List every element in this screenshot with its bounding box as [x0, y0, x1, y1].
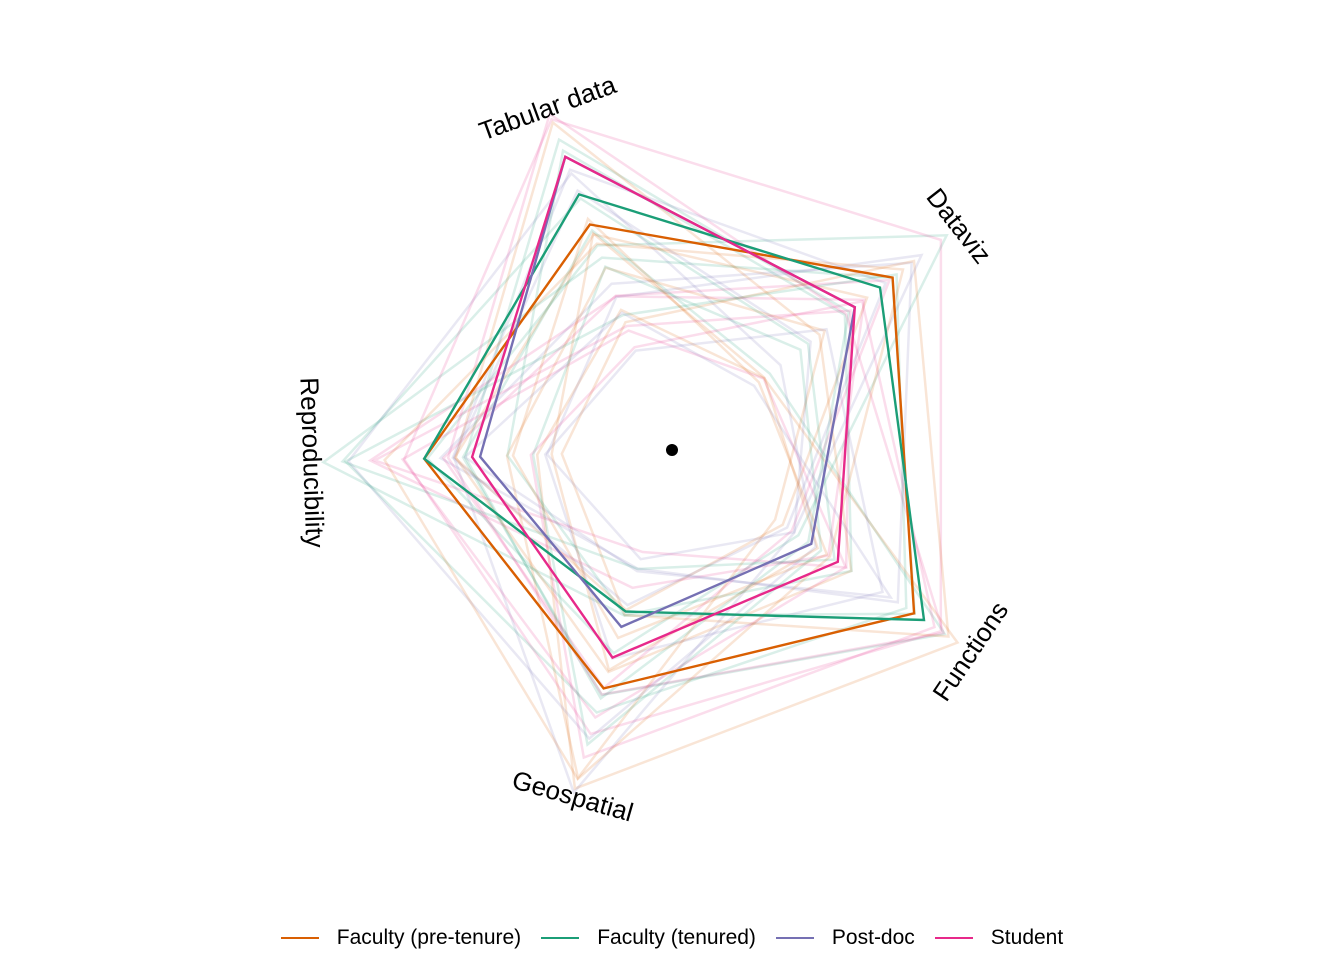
- center-point: [666, 444, 678, 456]
- background-lines: [321, 112, 960, 795]
- background-line: [545, 253, 924, 561]
- axis-labels: Tabular dataDatavizFunctionsGeospatialRe…: [294, 69, 1014, 827]
- background-line: [340, 196, 836, 571]
- legend-item: Student: [934, 926, 1064, 950]
- legend-key: [280, 937, 319, 939]
- background-line: [535, 308, 960, 791]
- legend-key: [541, 937, 580, 939]
- background-line: [425, 233, 949, 655]
- background-line: [462, 311, 894, 600]
- legend-item: Faculty (pre-tenure): [280, 926, 522, 950]
- background-line: [531, 265, 823, 747]
- series-lines: [422, 155, 926, 690]
- background-line: [346, 171, 817, 741]
- background-line: [529, 299, 936, 760]
- background-line: [560, 259, 950, 638]
- legend-key: [775, 937, 814, 939]
- background-line: [511, 216, 829, 640]
- legend-label: Post-doc: [831, 926, 915, 949]
- background-line: [451, 168, 888, 607]
- background-line: [371, 309, 852, 569]
- background-line: [454, 120, 853, 674]
- axis-label: Dataviz: [920, 182, 997, 269]
- legend-item: Post-doc: [775, 926, 915, 950]
- legend-label: Faculty (pre-tenure): [336, 926, 522, 949]
- background-line: [452, 188, 812, 795]
- series-line-1: [422, 192, 926, 622]
- legend-label: Faculty (tenured): [597, 926, 756, 949]
- legend-item: Faculty (tenured): [541, 926, 756, 950]
- background-line: [506, 148, 853, 617]
- background-line: [543, 327, 884, 660]
- background-line: [343, 273, 908, 714]
- legend-label: Student: [990, 926, 1064, 949]
- legend-key: [934, 937, 973, 939]
- background-line: [550, 231, 820, 673]
- background-line: [438, 261, 913, 604]
- axis-label: Reproducibility: [294, 377, 330, 548]
- background-line: [402, 117, 943, 736]
- series-line-0: [422, 223, 916, 690]
- background-line: [383, 242, 905, 781]
- background-line: [441, 278, 892, 690]
- legend: Faculty (pre-tenure) Faculty (tenured) Pos…: [0, 922, 1344, 954]
- background-line: [505, 266, 827, 781]
- background-line: [463, 137, 851, 701]
- series-line-3: [470, 155, 857, 660]
- background-line: [367, 295, 866, 590]
- background-line: [453, 232, 869, 612]
